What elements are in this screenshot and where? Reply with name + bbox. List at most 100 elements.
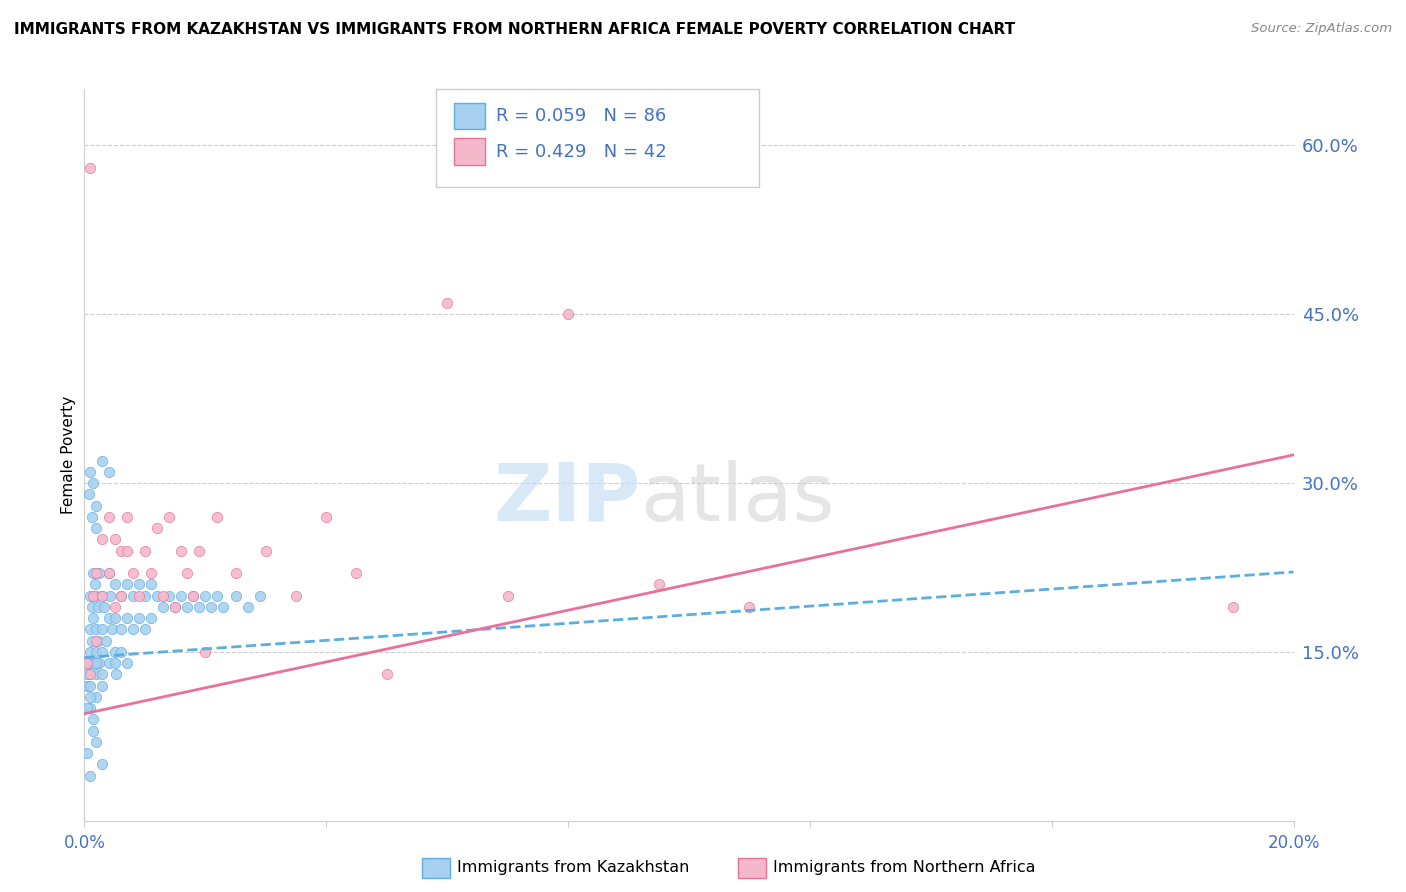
Point — [110, 645, 132, 659]
Point — [110, 543, 132, 558]
Point — [128, 589, 150, 603]
Point — [134, 589, 156, 603]
Point — [104, 533, 127, 547]
Point — [82, 712, 104, 726]
Point — [89, 656, 111, 670]
Point — [139, 566, 162, 580]
Point — [86, 599, 108, 614]
Point — [104, 667, 127, 681]
Point — [157, 589, 180, 603]
Text: R = 0.059   N = 86: R = 0.059 N = 86 — [496, 107, 666, 125]
Point — [212, 599, 235, 614]
Point — [648, 577, 671, 591]
Text: Source: ZipAtlas.com: Source: ZipAtlas.com — [1251, 22, 1392, 36]
Point — [104, 645, 127, 659]
Point — [104, 599, 127, 614]
Point — [557, 307, 579, 321]
Point — [97, 566, 120, 580]
Point — [170, 589, 193, 603]
Point — [121, 589, 143, 603]
Point — [115, 656, 138, 670]
Point — [80, 509, 103, 524]
Point — [82, 476, 104, 491]
Point — [121, 566, 143, 580]
Point — [157, 509, 180, 524]
Point — [86, 667, 108, 681]
Point — [207, 589, 229, 603]
Point — [94, 633, 117, 648]
Text: Immigrants from Northern Africa: Immigrants from Northern Africa — [773, 860, 1036, 874]
Point — [82, 589, 104, 603]
Point — [146, 521, 169, 535]
Point — [115, 577, 138, 591]
Point — [104, 611, 127, 625]
Point — [79, 623, 101, 637]
Point — [146, 589, 169, 603]
Point — [165, 599, 187, 614]
Point — [79, 769, 101, 783]
Point — [128, 577, 150, 591]
Text: 0.0%: 0.0% — [63, 834, 105, 852]
Point — [97, 509, 120, 524]
Point — [91, 623, 114, 637]
Point — [115, 509, 138, 524]
Point — [165, 599, 187, 614]
Point — [77, 656, 100, 670]
Point — [79, 589, 101, 603]
Point — [121, 623, 143, 637]
Point — [97, 656, 120, 670]
Point — [134, 543, 156, 558]
Point — [87, 633, 110, 648]
Point — [97, 566, 120, 580]
Point — [89, 566, 111, 580]
Point — [110, 589, 132, 603]
Point — [79, 465, 101, 479]
Point — [170, 543, 193, 558]
Point — [79, 690, 101, 704]
Point — [738, 599, 761, 614]
Point — [104, 656, 127, 670]
Point — [152, 589, 174, 603]
Point — [139, 611, 162, 625]
Point — [115, 611, 138, 625]
Point — [91, 645, 114, 659]
Point — [76, 667, 98, 681]
Point — [82, 611, 104, 625]
Point — [76, 701, 98, 715]
Point — [254, 543, 277, 558]
Point — [188, 543, 211, 558]
Point — [86, 499, 108, 513]
Point — [86, 633, 108, 648]
Point — [104, 577, 127, 591]
Text: Immigrants from Kazakhstan: Immigrants from Kazakhstan — [457, 860, 689, 874]
Point — [91, 453, 114, 467]
Point — [110, 623, 132, 637]
Point — [86, 589, 108, 603]
Point — [79, 645, 101, 659]
Text: 20.0%: 20.0% — [1267, 834, 1320, 852]
Point — [79, 701, 101, 715]
Point — [93, 599, 115, 614]
Point — [79, 667, 101, 681]
Point — [152, 599, 174, 614]
Text: IMMIGRANTS FROM KAZAKHSTAN VS IMMIGRANTS FROM NORTHERN AFRICA FEMALE POVERTY COR: IMMIGRANTS FROM KAZAKHSTAN VS IMMIGRANTS… — [14, 22, 1015, 37]
Point — [139, 577, 162, 591]
Point — [86, 521, 108, 535]
Point — [97, 465, 120, 479]
Point — [207, 509, 229, 524]
Point — [91, 589, 114, 603]
Point — [86, 656, 108, 670]
Point — [86, 735, 108, 749]
Point — [91, 757, 114, 772]
Point — [496, 589, 519, 603]
Point — [181, 589, 204, 603]
Point — [188, 599, 211, 614]
Point — [86, 566, 108, 580]
Point — [86, 690, 108, 704]
Point — [76, 679, 98, 693]
Point — [115, 543, 138, 558]
Point — [86, 645, 108, 659]
Point — [82, 566, 104, 580]
Point — [346, 566, 368, 580]
Point — [315, 509, 337, 524]
